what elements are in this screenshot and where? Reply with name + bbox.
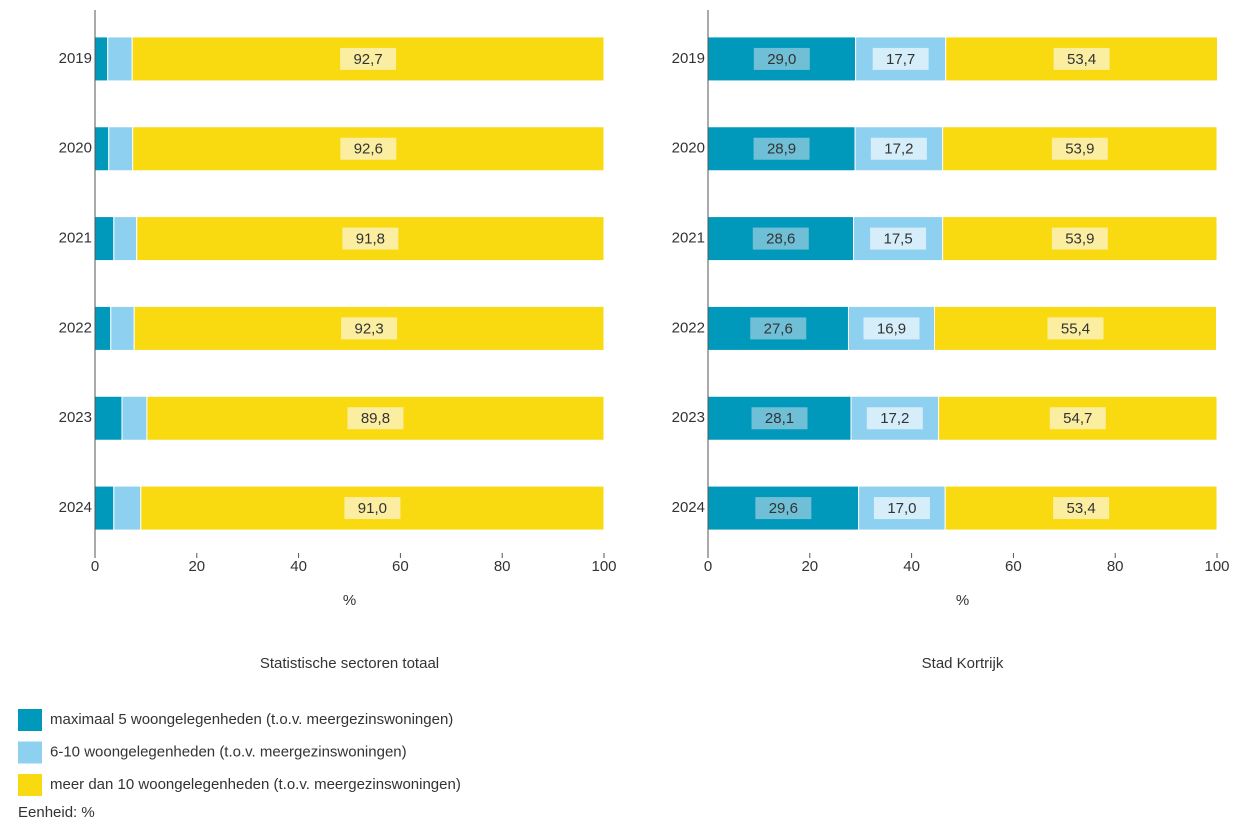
y-tick-label: 2024 bbox=[59, 499, 92, 516]
label-box bbox=[340, 137, 397, 160]
legend-label: meer dan 10 woongelegenheden (t.o.v. mee… bbox=[50, 776, 461, 793]
data-label: 54,7 bbox=[1063, 410, 1092, 427]
y-tick-label: 2020 bbox=[672, 140, 705, 157]
legend-swatch bbox=[18, 774, 42, 796]
data-label: 17,0 bbox=[887, 500, 916, 517]
data-label: 27,6 bbox=[764, 320, 793, 337]
x-axis-label: % bbox=[343, 592, 356, 609]
x-tick-label: 0 bbox=[704, 558, 712, 575]
data-label: 17,7 bbox=[886, 51, 915, 68]
data-label: 92,7 bbox=[353, 51, 382, 68]
label-box bbox=[1047, 317, 1104, 340]
bar-segment bbox=[853, 216, 944, 262]
bar-segment bbox=[131, 36, 605, 82]
label-box bbox=[752, 227, 809, 250]
label-box bbox=[1053, 47, 1110, 70]
data-label: 29,0 bbox=[767, 51, 796, 68]
label-box bbox=[870, 137, 927, 160]
y-tick-label: 2021 bbox=[672, 230, 705, 247]
chart-title: Stad Kortrijk bbox=[922, 655, 1004, 672]
data-label: 28,9 bbox=[767, 141, 796, 158]
label-box bbox=[863, 317, 920, 340]
legend-label: maximaal 5 woongelegenheden (t.o.v. meer… bbox=[50, 711, 453, 728]
data-label: 91,0 bbox=[358, 500, 387, 517]
bar-segment bbox=[113, 485, 142, 531]
y-tick-label: 2024 bbox=[672, 499, 705, 516]
label-box bbox=[1049, 407, 1106, 430]
bar-segment bbox=[107, 36, 133, 82]
label-box bbox=[1051, 227, 1108, 250]
y-tick-label: 2023 bbox=[672, 409, 705, 426]
footer: Eenheid: % bbox=[18, 804, 95, 821]
label-box bbox=[755, 497, 812, 520]
data-label: 92,6 bbox=[354, 141, 383, 158]
data-label: 28,1 bbox=[765, 410, 794, 427]
data-label: 53,4 bbox=[1066, 500, 1095, 517]
legend-swatch bbox=[18, 709, 42, 731]
data-label: 53,4 bbox=[1067, 51, 1096, 68]
label-box bbox=[751, 407, 808, 430]
x-tick-label: 60 bbox=[392, 558, 409, 575]
label-box bbox=[342, 227, 399, 250]
y-tick-label: 2021 bbox=[59, 230, 92, 247]
label-box bbox=[753, 137, 810, 160]
data-label: 53,9 bbox=[1065, 141, 1094, 158]
data-label: 16,9 bbox=[877, 320, 906, 337]
data-label: 17,5 bbox=[884, 231, 913, 248]
data-label: 28,6 bbox=[766, 231, 795, 248]
x-tick-label: 20 bbox=[188, 558, 205, 575]
chart-title: Statistische sectoren totaal bbox=[260, 655, 439, 672]
label-box bbox=[347, 407, 404, 430]
x-axis-label: % bbox=[956, 592, 969, 609]
bar-segment bbox=[94, 36, 109, 82]
x-tick-label: 20 bbox=[801, 558, 818, 575]
label-box bbox=[870, 227, 927, 250]
y-tick-label: 2022 bbox=[59, 319, 92, 336]
label-box bbox=[1051, 137, 1108, 160]
data-label: 17,2 bbox=[884, 141, 913, 158]
x-tick-label: 80 bbox=[1107, 558, 1124, 575]
bar-segment bbox=[94, 395, 123, 441]
x-tick-label: 100 bbox=[1204, 558, 1229, 575]
x-tick-label: 0 bbox=[91, 558, 99, 575]
label-box bbox=[872, 47, 929, 70]
bar-segment bbox=[121, 395, 148, 441]
label-box bbox=[750, 317, 807, 340]
label-box bbox=[753, 47, 810, 70]
label-box bbox=[1053, 497, 1110, 520]
x-tick-label: 80 bbox=[494, 558, 511, 575]
label-box bbox=[341, 317, 398, 340]
bar-segment bbox=[94, 485, 115, 531]
bar-segment bbox=[94, 305, 112, 351]
data-label: 89,8 bbox=[361, 410, 390, 427]
data-label: 17,2 bbox=[880, 410, 909, 427]
y-tick-label: 2019 bbox=[672, 50, 705, 67]
bar-segment bbox=[110, 305, 135, 351]
legend-swatch bbox=[18, 741, 42, 764]
bar-segment bbox=[94, 126, 110, 172]
y-tick-label: 2020 bbox=[59, 140, 92, 157]
bar-segment bbox=[94, 216, 115, 262]
label-box bbox=[866, 407, 923, 430]
x-tick-label: 40 bbox=[290, 558, 307, 575]
label-box bbox=[340, 47, 397, 70]
data-label: 53,9 bbox=[1065, 231, 1094, 248]
x-tick-label: 60 bbox=[1005, 558, 1022, 575]
bar-segment bbox=[108, 126, 134, 172]
legend-label: 6-10 woongelegenheden (t.o.v. meergezins… bbox=[50, 743, 407, 760]
label-box bbox=[344, 497, 401, 520]
data-label: 91,8 bbox=[356, 231, 385, 248]
data-label: 55,4 bbox=[1061, 320, 1090, 337]
y-tick-label: 2019 bbox=[59, 50, 92, 67]
data-label: 29,6 bbox=[769, 500, 798, 517]
label-box bbox=[873, 497, 930, 520]
x-tick-label: 40 bbox=[903, 558, 920, 575]
bar-segment bbox=[113, 216, 138, 262]
x-tick-label: 100 bbox=[591, 558, 616, 575]
y-tick-label: 2022 bbox=[672, 319, 705, 336]
y-tick-label: 2023 bbox=[59, 409, 92, 426]
data-label: 92,3 bbox=[354, 320, 383, 337]
